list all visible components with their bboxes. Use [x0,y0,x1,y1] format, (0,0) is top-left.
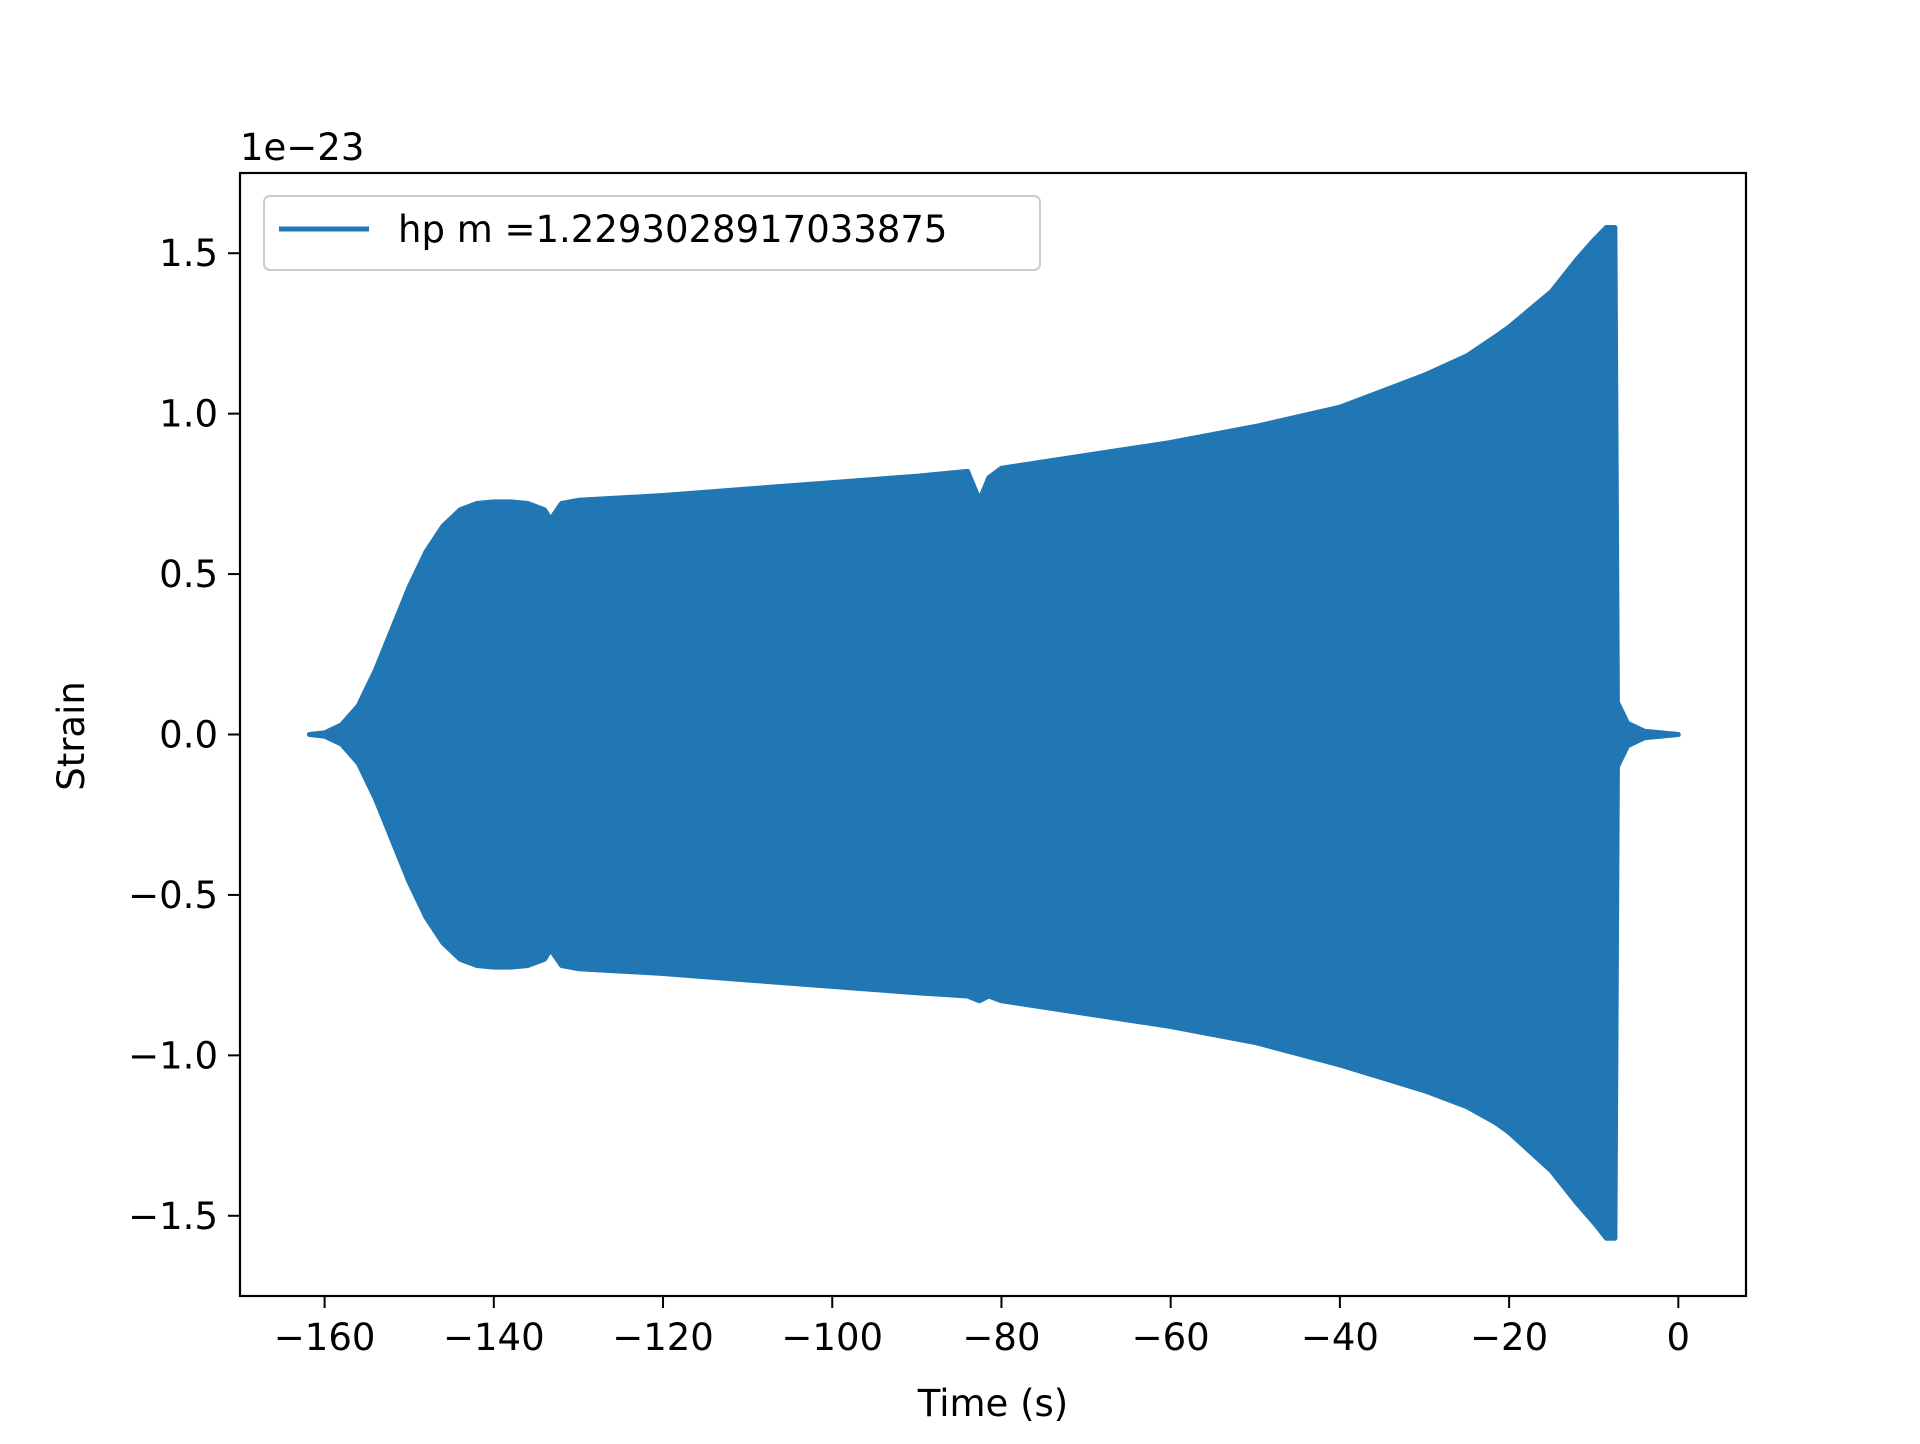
ticks-layer: −160 −140 −120 −100 −80 −60 −40 −20 0 −1.5 −1.0 −0.… [128,232,1690,1359]
y-tick-label: 1.5 [159,232,218,275]
y-axis-label: Strain [50,681,93,791]
y-tick-label: −1.0 [128,1034,218,1077]
x-tick-label: −60 [1132,1316,1210,1359]
x-tick-label: −160 [274,1316,376,1359]
y-offset-text: 1e−23 [240,126,364,169]
legend-box [263,195,1041,271]
y-tick-label: 0.5 [159,553,218,596]
x-axis-label: Time (s) [917,1382,1068,1425]
x-tick-label: −80 [962,1316,1040,1359]
x-tick-label: −140 [443,1316,545,1359]
x-tick-label: −120 [612,1316,714,1359]
x-tick-label: 0 [1667,1316,1691,1359]
x-tick-label: −100 [781,1316,883,1359]
y-tick-label: 0.0 [159,714,218,757]
y-tick-label: 1.0 [159,393,218,436]
legend-label: hp m =1.2293028917033875 [398,208,947,251]
y-tick-label: −0.5 [128,874,218,917]
legend: hp m =1.2293028917033875 [263,195,1041,271]
x-tick-label: −40 [1301,1316,1379,1359]
series-0-strain-envelope [306,225,1681,1241]
plot-layer [306,225,1681,1241]
y-tick-label: −1.5 [128,1195,218,1238]
x-tick-label: −20 [1470,1316,1548,1359]
